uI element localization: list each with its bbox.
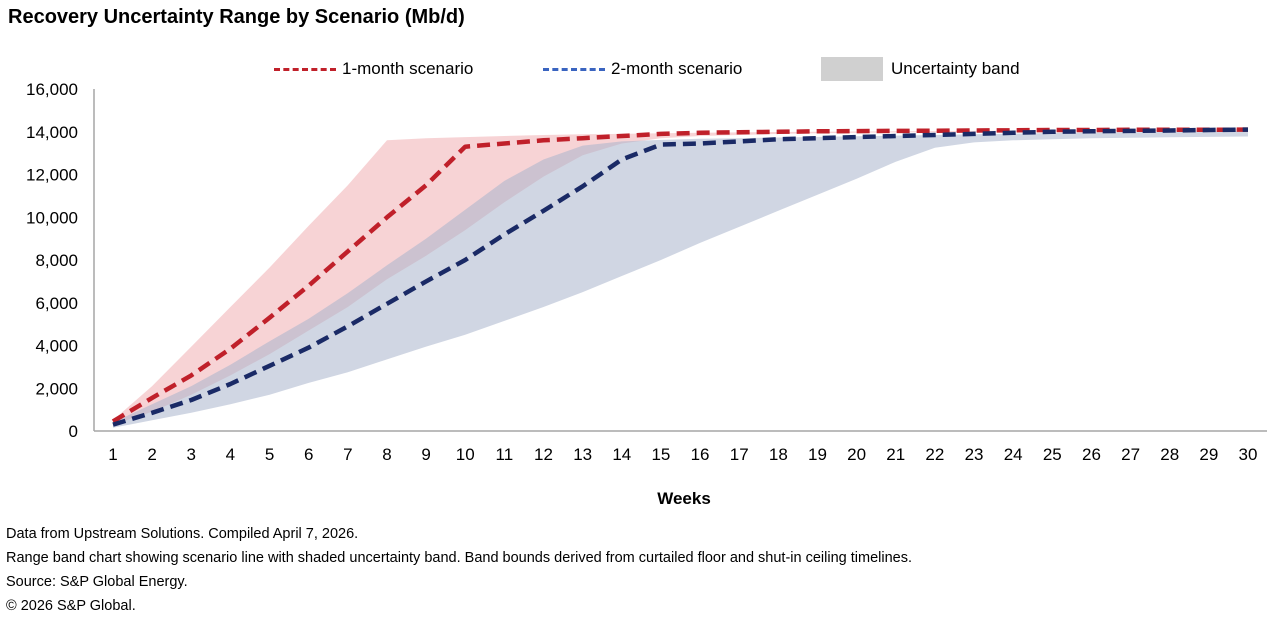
x-tick-label: 14 — [612, 445, 631, 464]
x-tick-label: 11 — [496, 445, 514, 464]
x-tick-label: 10 — [456, 445, 475, 464]
x-tick-label: 8 — [382, 445, 391, 464]
x-tick-label: 5 — [265, 445, 274, 464]
footer-copyright: © 2026 S&P Global. — [6, 598, 136, 614]
x-tick-label: 15 — [651, 445, 670, 464]
y-tick-label: 0 — [69, 422, 78, 441]
y-tick-label: 10,000 — [26, 208, 78, 227]
chart-title: Recovery Uncertainty Range by Scenario (… — [8, 6, 465, 28]
series-line-1 — [111, 127, 1249, 424]
legend-swatch-band — [821, 57, 883, 81]
legend-label-band: Uncertainty band — [891, 59, 1020, 78]
chart-legend: 1-month scenario 2-month scenario Uncert… — [0, 57, 1280, 81]
legend-item-band: Uncertainty band — [821, 57, 1020, 81]
x-tick-label: 18 — [769, 445, 788, 464]
footer-source: Source: S&P Global Energy. — [6, 574, 188, 590]
x-tick-label: 12 — [534, 445, 553, 464]
legend-label-2-month: 2-month scenario — [611, 59, 743, 78]
x-tick-label: 6 — [304, 445, 313, 464]
x-axis-label: Weeks — [657, 489, 711, 508]
y-tick-label: 4,000 — [35, 337, 78, 356]
legend-swatch-2-month — [543, 67, 605, 71]
x-tick-label: 26 — [1082, 445, 1101, 464]
series-line-2 — [112, 127, 1249, 427]
legend-label-1-month: 1-month scenario — [342, 59, 474, 78]
footer-note: Data from Upstream Solutions. Compiled A… — [6, 526, 359, 542]
x-tick-label: 22 — [925, 445, 944, 464]
x-tick-label: 2 — [147, 445, 156, 464]
legend-item-1-month: 1-month scenario — [274, 57, 473, 81]
x-tick-label: 4 — [226, 445, 235, 464]
y-tick-label: 12,000 — [26, 166, 78, 185]
band-2 — [113, 130, 1248, 428]
x-tick-label: 19 — [808, 445, 827, 464]
y-tick-label: 14,000 — [26, 123, 78, 142]
x-tick-label: 24 — [1004, 445, 1023, 464]
x-tick-label: 30 — [1239, 445, 1258, 464]
x-tick-label: 29 — [1199, 445, 1218, 464]
x-tick-label: 25 — [1043, 445, 1062, 464]
legend-item-2-month: 2-month scenario — [543, 57, 742, 81]
x-tick-label: 13 — [573, 445, 592, 464]
x-tick-label: 17 — [730, 445, 749, 464]
x-tick-label: 16 — [691, 445, 710, 464]
x-tick-label: 23 — [965, 445, 984, 464]
legend-swatch-1-month — [274, 67, 336, 71]
footer-description: Range band chart showing scenario line w… — [6, 550, 912, 566]
y-tick-label: 8,000 — [35, 251, 78, 270]
x-tick-label: 28 — [1160, 445, 1179, 464]
x-tick-label: 3 — [187, 445, 196, 464]
x-tick-label: 21 — [886, 445, 905, 464]
x-tick-label: 9 — [421, 445, 430, 464]
y-tick-label: 6,000 — [35, 294, 78, 313]
band-1 — [113, 129, 1248, 425]
x-tick-label: 27 — [1121, 445, 1140, 464]
y-tick-label: 16,000 — [26, 80, 78, 99]
x-tick-label: 20 — [847, 445, 866, 464]
x-tick-label: 1 — [108, 445, 117, 464]
y-tick-label: 2,000 — [35, 379, 78, 398]
x-tick-label: 7 — [343, 445, 352, 464]
